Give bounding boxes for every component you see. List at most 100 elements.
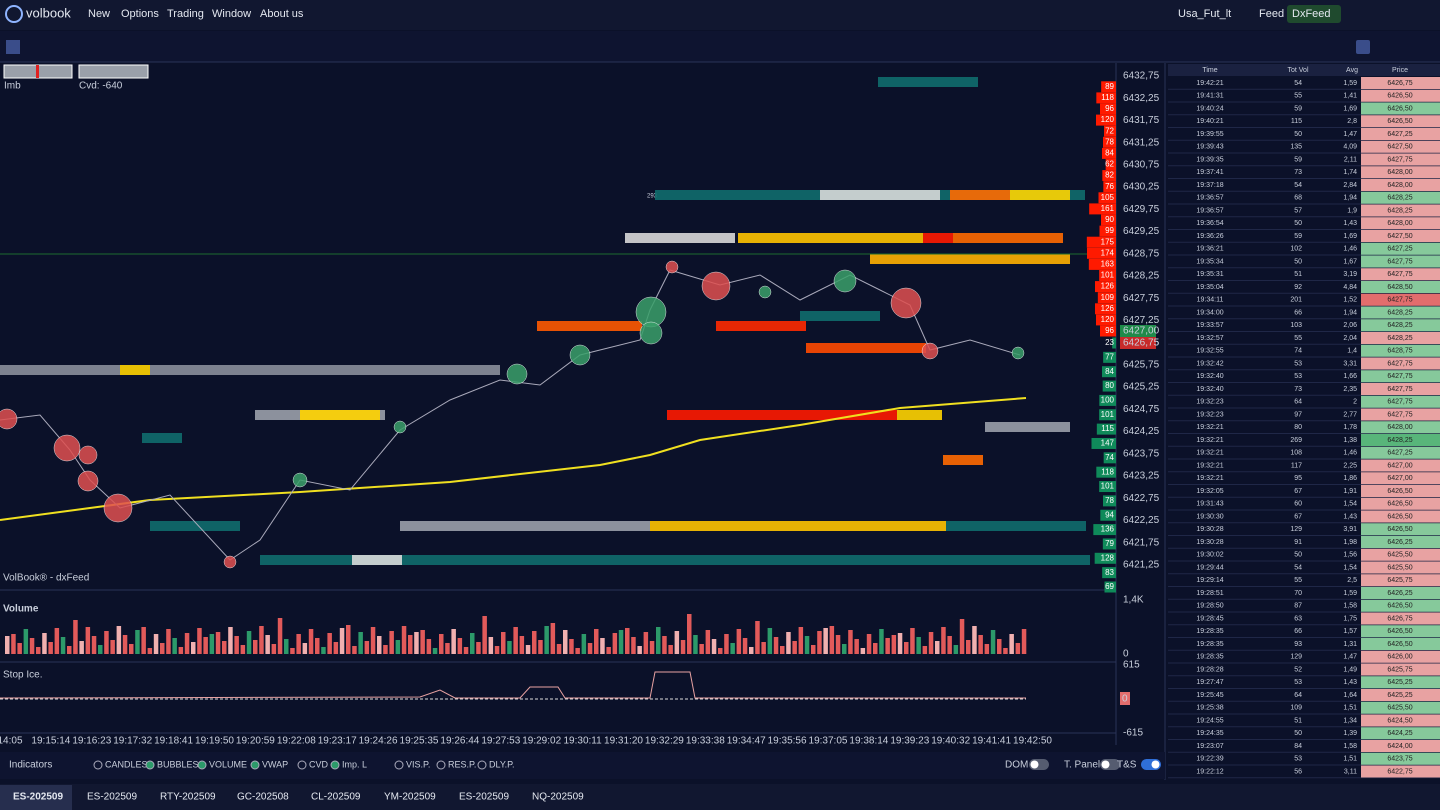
ts-price-cell — [1361, 89, 1440, 102]
ts-time: 19:32:40 — [1196, 386, 1223, 393]
bubble — [223, 555, 237, 569]
toggle-label: CANDLES — [105, 759, 148, 769]
time-label: 19:41:41 — [972, 736, 1011, 747]
tab[interactable]: YM-202509 — [384, 792, 436, 803]
account[interactable]: Usa_Fut_lt — [1178, 8, 1231, 20]
ts-time: 19:32:42 — [1196, 360, 1223, 367]
ts-vol: 50 — [1294, 552, 1302, 559]
ts-vol: 53 — [1294, 756, 1302, 763]
dom-bid: 118 — [1101, 467, 1114, 476]
dom-bid: 23 — [1105, 338, 1114, 347]
heatmap-cell — [120, 365, 150, 375]
ts-vol: 67 — [1294, 513, 1302, 520]
dom-bid-bar — [1103, 351, 1116, 363]
toggle-radio[interactable] — [330, 760, 340, 770]
dollar-tool[interactable] — [1356, 40, 1370, 54]
dom-bid-bar — [1104, 581, 1116, 593]
volume-bar — [997, 639, 1002, 654]
ts-price: 6428,25 — [1387, 437, 1412, 444]
heatmap-cell — [716, 321, 806, 331]
menu-item[interactable]: About us — [260, 8, 304, 20]
ts-vol: 50 — [1294, 220, 1302, 227]
tab[interactable]: ES-202509 — [87, 792, 137, 803]
ts-price-cell — [1361, 536, 1440, 548]
bubble — [103, 493, 133, 523]
stop-line — [0, 671, 1026, 699]
toggle-radio[interactable] — [477, 760, 487, 770]
ts-price: 6428,25 — [1387, 335, 1412, 342]
ts-price: 6425,50 — [1387, 552, 1412, 559]
ts-time: 19:35:31 — [1196, 271, 1223, 278]
volume-min: 0 — [1123, 649, 1129, 660]
tab[interactable]: ES-202509 — [13, 792, 63, 803]
heatmap-cell — [985, 422, 1070, 432]
price-label: 6421,25 — [1123, 559, 1160, 570]
volume-bar — [197, 628, 202, 654]
ts-avg: 1,56 — [1343, 552, 1357, 559]
volume-bar — [656, 627, 661, 654]
toggle-radio[interactable] — [394, 760, 404, 770]
ts-time: 19:32:21 — [1196, 475, 1223, 482]
ts-price-cell — [1361, 421, 1440, 434]
price-label: 6429,25 — [1123, 226, 1160, 237]
heatmap-cell — [1010, 190, 1070, 200]
ts-price-cell — [1361, 408, 1440, 421]
ts-vol: 55 — [1294, 335, 1302, 342]
feed-badge[interactable] — [1287, 5, 1341, 23]
toggle-radio[interactable] — [145, 760, 155, 770]
volume-bar — [798, 627, 804, 654]
ts-vol: 54 — [1294, 182, 1302, 189]
volume-bar — [984, 644, 990, 654]
pointer-tool[interactable] — [6, 40, 20, 54]
toggle-radio[interactable] — [297, 760, 307, 770]
toggle-radio[interactable] — [93, 760, 103, 770]
ts-vol: 57 — [1294, 207, 1302, 214]
ts-vol: 50 — [1294, 258, 1302, 265]
tab[interactable]: ES-202509 — [459, 792, 509, 803]
ts-vol: 108 — [1290, 450, 1302, 457]
tab[interactable]: RTY-202509 — [160, 792, 216, 803]
ts-vol: 74 — [1294, 348, 1302, 355]
volume-bar — [346, 625, 351, 654]
volume-bar — [116, 626, 122, 654]
menu-item[interactable]: Window — [212, 8, 251, 20]
ts-price: 6427,50 — [1387, 144, 1412, 151]
time-label: 19:19:50 — [195, 736, 234, 747]
menu-item[interactable]: Trading — [167, 8, 204, 20]
ts-price: 6427,00 — [1387, 462, 1412, 469]
volume-bar — [5, 636, 10, 654]
ts-price-cell — [1361, 191, 1440, 204]
time-label: 19:33:38 — [686, 736, 725, 747]
volume-bar — [711, 639, 717, 654]
volume-max: 1,4K — [1123, 595, 1144, 606]
volume-bar — [401, 626, 407, 654]
toggle-radio[interactable] — [436, 760, 446, 770]
price-label: 6431,25 — [1123, 137, 1160, 148]
volume-bar — [358, 632, 363, 654]
ts-price: 6426,75 — [1387, 80, 1412, 87]
ts-avg: 3,19 — [1343, 271, 1357, 278]
volume-bar — [476, 642, 481, 654]
ts-avg: 4,84 — [1343, 284, 1357, 291]
volume-bar — [29, 638, 35, 654]
tab[interactable]: GC-202508 — [237, 792, 289, 803]
toggle-radio[interactable] — [250, 760, 260, 770]
dom-ask: 99 — [1105, 226, 1114, 235]
toggle-radio[interactable] — [197, 760, 207, 770]
ts-price-cell — [1361, 663, 1440, 676]
menu-item[interactable]: New — [88, 8, 110, 20]
menu-item[interactable]: Options — [121, 8, 159, 20]
ts-time: 19:33:57 — [1196, 322, 1223, 329]
volume-bar — [364, 641, 370, 654]
bubble — [292, 472, 308, 488]
ts-price-cell — [1361, 319, 1440, 332]
dom-ask-bar — [1098, 192, 1116, 204]
ts-vol: 73 — [1294, 169, 1302, 176]
heatmap-cell — [300, 410, 380, 420]
volume-bar — [172, 638, 177, 654]
tab[interactable]: NQ-202509 — [532, 792, 584, 803]
tab[interactable]: CL-202509 — [311, 792, 361, 803]
bubble — [639, 321, 663, 345]
volume-bar — [575, 648, 580, 654]
volume-bar — [525, 645, 531, 654]
